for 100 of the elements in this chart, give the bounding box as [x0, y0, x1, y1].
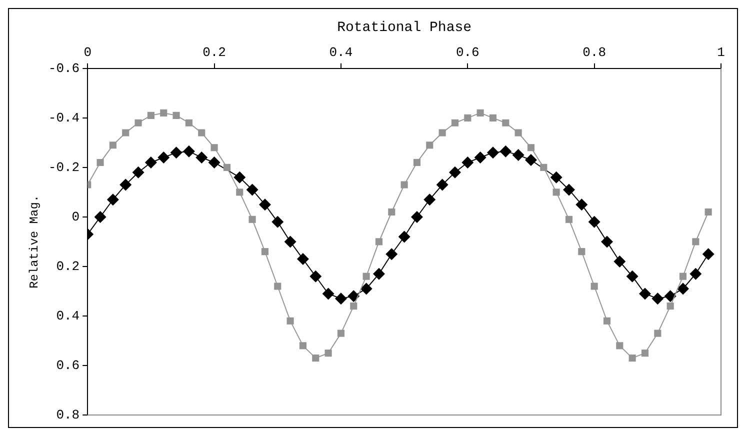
point — [274, 282, 282, 290]
point — [362, 272, 370, 280]
point — [616, 342, 624, 350]
point — [424, 194, 436, 206]
point — [106, 194, 119, 206]
point — [185, 119, 192, 126]
point — [502, 119, 510, 126]
point — [388, 208, 396, 216]
point — [628, 354, 636, 362]
point — [600, 236, 613, 248]
point — [562, 184, 575, 196]
point — [334, 292, 347, 305]
point — [500, 145, 512, 158]
point — [666, 302, 674, 310]
point — [448, 166, 461, 178]
point — [413, 158, 421, 166]
point — [348, 290, 360, 302]
point — [676, 282, 689, 295]
point — [641, 350, 649, 357]
point — [451, 119, 459, 126]
y-tick-label: 0.4 — [56, 308, 80, 324]
point — [122, 129, 130, 136]
point — [578, 248, 586, 256]
point — [360, 282, 372, 295]
point — [514, 129, 522, 136]
x-axis-title: Rotational Phase — [337, 20, 472, 36]
point — [296, 253, 309, 266]
point — [486, 146, 499, 159]
point — [540, 164, 548, 171]
point — [198, 129, 206, 136]
y-tick-label: 0 — [72, 209, 80, 224]
point — [223, 164, 230, 171]
point — [690, 268, 702, 280]
point — [94, 210, 106, 223]
point — [120, 178, 132, 191]
point — [576, 198, 588, 211]
point — [312, 354, 320, 362]
point — [464, 114, 472, 122]
point — [489, 114, 497, 122]
point — [426, 142, 434, 149]
point — [603, 317, 611, 324]
point — [234, 171, 246, 184]
point — [626, 270, 638, 282]
point — [158, 152, 170, 164]
point — [96, 158, 104, 166]
point — [702, 248, 714, 260]
point — [182, 145, 195, 158]
point — [144, 156, 157, 168]
x-tick-label: 0.2 — [202, 45, 226, 60]
point — [134, 119, 142, 126]
point — [436, 178, 448, 191]
point — [236, 188, 244, 196]
y-tick-label: 0.6 — [56, 358, 80, 373]
x-tick-label: 0 — [84, 45, 92, 60]
point — [652, 292, 664, 305]
y-tick-label: -0.6 — [48, 60, 80, 76]
point — [590, 282, 598, 290]
y-tick-label: 0.2 — [56, 258, 80, 274]
point — [398, 230, 410, 243]
point — [132, 166, 144, 178]
point — [565, 216, 573, 223]
point — [172, 112, 180, 119]
point — [704, 208, 712, 216]
y-axis-title: Relative Mag. — [27, 194, 42, 289]
point — [170, 146, 182, 159]
point — [638, 288, 651, 300]
point — [196, 152, 208, 164]
point — [524, 154, 537, 166]
point — [324, 350, 332, 357]
point — [109, 142, 116, 149]
point — [410, 210, 423, 223]
x-tick-label: 0.8 — [582, 45, 606, 60]
point — [248, 216, 256, 223]
y-tick-label: -0.4 — [48, 110, 80, 126]
y-tick-label: -0.2 — [48, 160, 80, 175]
y-tick-label: 0.8 — [56, 407, 80, 422]
point — [527, 144, 535, 152]
point — [588, 216, 600, 228]
point — [386, 248, 398, 260]
point — [258, 198, 271, 211]
point — [208, 156, 220, 168]
point — [552, 188, 560, 196]
point — [337, 330, 344, 337]
point — [400, 181, 408, 188]
point — [664, 290, 676, 302]
point — [286, 317, 294, 324]
point — [692, 238, 700, 246]
point — [550, 171, 562, 184]
point — [474, 152, 486, 164]
x-tick-label: 0.6 — [456, 45, 480, 60]
x-tick-label: 1 — [717, 45, 726, 60]
point — [272, 216, 284, 228]
point — [375, 238, 383, 246]
point — [462, 156, 474, 168]
point — [350, 302, 358, 310]
point — [261, 248, 268, 256]
point — [476, 109, 484, 116]
point — [284, 236, 296, 248]
point — [310, 270, 322, 282]
point — [147, 112, 154, 119]
